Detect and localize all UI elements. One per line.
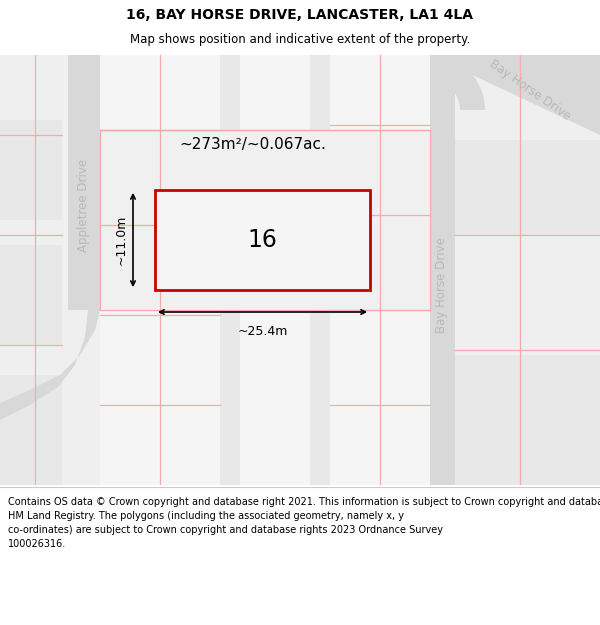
Bar [100,130,430,310]
Bar [310,55,330,485]
Text: 16, BAY HORSE DRIVE, LANCASTER, LA1 4LA: 16, BAY HORSE DRIVE, LANCASTER, LA1 4LA [127,8,473,22]
Bar [220,55,240,485]
Text: Bay Horse Drive: Bay Horse Drive [436,237,449,333]
Text: ~11.0m: ~11.0m [115,215,128,265]
Bar [155,190,370,290]
Bar [0,245,62,345]
Bar [455,355,600,485]
Text: Contains OS data © Crown copyright and database right 2021. This information is : Contains OS data © Crown copyright and d… [8,497,600,549]
Polygon shape [430,55,600,135]
Bar [0,375,62,485]
Polygon shape [430,55,485,110]
Text: 16: 16 [248,228,277,252]
Text: Bay Horse Drive: Bay Horse Drive [487,57,573,123]
Bar [455,140,600,235]
Text: Map shows position and indicative extent of the property.: Map shows position and indicative extent… [130,33,470,46]
Bar [100,55,430,485]
Text: ~273m²/~0.067ac.: ~273m²/~0.067ac. [179,138,326,152]
Bar [0,120,62,220]
Text: ~25.4m: ~25.4m [238,325,287,338]
Bar [430,55,455,485]
Polygon shape [0,55,100,420]
Text: Appletree Drive: Appletree Drive [77,158,91,251]
